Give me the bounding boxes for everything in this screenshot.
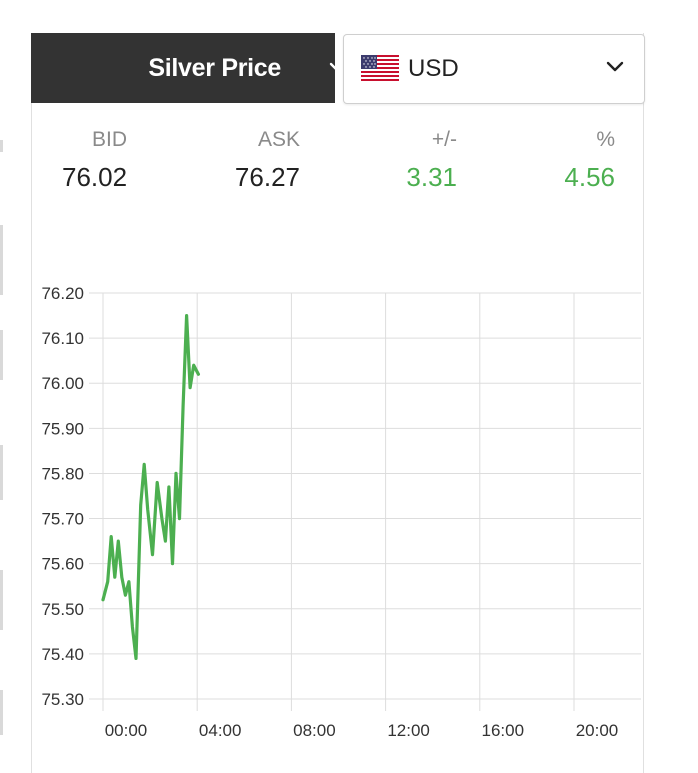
x-tick-label: 12:00 <box>387 721 430 740</box>
y-tick-label: 76.10 <box>41 329 84 348</box>
y-tick-label: 76.00 <box>41 374 84 393</box>
change-value: 3.31 <box>406 162 457 192</box>
chart-grid-y <box>89 292 641 700</box>
chart-y-ticks: 76.20 76.10 76.00 75.90 75.80 75.70 75.60 75.50… <box>41 284 84 709</box>
chevron-down-icon <box>606 61 624 72</box>
y-tick-label: 75.80 <box>41 464 84 483</box>
left-edge-marks <box>0 0 4 773</box>
currency-select-label: USD <box>408 55 459 82</box>
change-label: +/- <box>431 128 457 151</box>
y-tick-label: 75.30 <box>41 690 84 709</box>
y-tick-label: 75.50 <box>41 600 84 619</box>
currency-select[interactable]: USD <box>343 34 645 104</box>
y-tick-label: 75.90 <box>41 419 84 438</box>
chart-x-ticks: 00:00 04:00 08:00 12:00 16:00 20:00 <box>105 721 619 740</box>
metal-select-label: Silver Price <box>148 54 281 82</box>
ask-label: ASK <box>257 128 300 151</box>
us-flag-icon <box>361 55 399 81</box>
y-tick-label: 76.20 <box>41 284 84 303</box>
x-tick-label: 00:00 <box>105 721 148 740</box>
x-tick-label: 08:00 <box>293 721 336 740</box>
price-series-line <box>101 314 200 661</box>
silver-price-widget <box>31 33 644 773</box>
percent-value: 4.56 <box>564 162 615 192</box>
y-tick-label: 75.40 <box>41 645 84 664</box>
metal-select[interactable]: Silver Price <box>31 33 347 103</box>
chart-series <box>101 314 200 661</box>
chart-grid-x <box>102 293 575 711</box>
bid-value: 76.02 <box>62 162 128 192</box>
chevron-down-icon <box>329 62 347 73</box>
y-tick-label: 75.60 <box>41 555 84 574</box>
percent-label: % <box>596 128 615 151</box>
x-tick-label: 16:00 <box>482 721 525 740</box>
y-tick-label: 75.70 <box>41 510 84 529</box>
x-tick-label: 04:00 <box>199 721 242 740</box>
bid-label: BID <box>92 128 128 151</box>
x-tick-label: 20:00 <box>576 721 619 740</box>
ask-value: 76.27 <box>234 162 300 192</box>
